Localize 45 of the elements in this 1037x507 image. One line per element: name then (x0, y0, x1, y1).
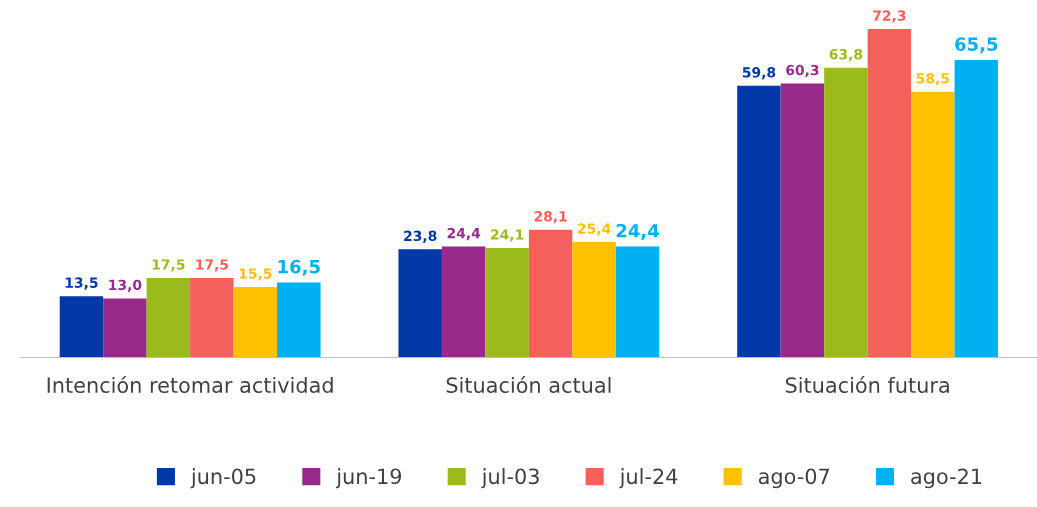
bar (398, 249, 442, 358)
bar (867, 29, 912, 358)
bar (146, 277, 191, 358)
data-label: 72,3 (873, 10, 906, 23)
x-tick-label: Situación futura (785, 376, 949, 394)
bar (615, 246, 660, 358)
data-label: 65,5 (955, 37, 998, 54)
bar (233, 287, 278, 358)
x-tick-label: Situación actual (446, 376, 611, 394)
bar (780, 83, 825, 358)
legend-label: jun-05 (190, 468, 256, 489)
bar (824, 67, 868, 358)
data-label: 17,5 (152, 259, 185, 272)
data-label: 59,8 (742, 67, 776, 80)
legend-label: ago-21 (911, 468, 982, 489)
data-label: 13,5 (65, 277, 98, 290)
data-label: 28,1 (534, 211, 567, 224)
bar (954, 59, 999, 358)
data-label: 60,3 (786, 64, 819, 78)
data-label: 58,5 (916, 73, 949, 86)
data-label: 15,5 (239, 268, 272, 281)
data-label: 24,4 (447, 227, 481, 241)
bar (737, 85, 781, 358)
bar (59, 296, 104, 358)
bar (190, 277, 234, 358)
legend-label: jul-24 (619, 468, 678, 489)
data-label: 25,4 (578, 223, 611, 236)
bar (528, 229, 573, 358)
bar (277, 282, 321, 358)
bar (485, 247, 529, 358)
legend-label: jun-19 (335, 468, 402, 489)
bar (572, 242, 616, 358)
bar (911, 91, 955, 358)
data-label: 24,4 (616, 223, 659, 240)
data-label: 13,0 (109, 279, 142, 292)
data-label: 16,5 (278, 259, 320, 276)
legend-label: ago-07 (758, 468, 830, 489)
data-label: 17,5 (196, 259, 229, 272)
x-tick-label: Intención retomar actividad (47, 376, 333, 394)
data-label: 63,8 (829, 48, 863, 62)
data-label: 24,1 (491, 229, 524, 242)
bar (441, 246, 486, 358)
data-label: 23,8 (404, 230, 437, 243)
legend-label: jul-03 (481, 468, 539, 489)
bar (103, 298, 147, 358)
